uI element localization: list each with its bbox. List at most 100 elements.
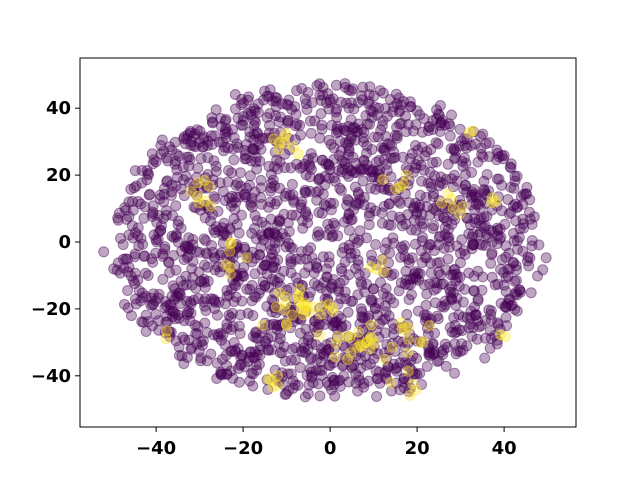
scatter-point xyxy=(203,180,215,192)
scatter-point xyxy=(364,118,376,130)
scatter-point xyxy=(498,266,510,278)
scatter-point xyxy=(254,249,266,260)
scatter-point xyxy=(126,310,137,322)
scatter-point xyxy=(125,183,137,195)
scatter-point xyxy=(238,261,250,273)
scatter-point xyxy=(294,119,306,131)
scatter-point xyxy=(506,300,518,311)
scatter-point xyxy=(351,199,363,211)
scatter-point xyxy=(434,126,446,137)
scatter-point xyxy=(414,215,426,227)
scatter-point xyxy=(148,298,160,310)
scatter-point xyxy=(248,114,260,126)
scatter-point xyxy=(288,316,299,328)
scatter-point xyxy=(454,194,466,206)
scatter-point xyxy=(285,252,297,264)
scatter-point xyxy=(466,243,478,255)
scatter-point xyxy=(248,291,260,302)
scatter-point xyxy=(407,272,419,284)
scatter-point xyxy=(505,162,517,174)
scatter-point xyxy=(524,252,536,264)
scatter-point xyxy=(304,287,316,298)
scatter-point xyxy=(289,134,301,146)
scatter-point xyxy=(327,305,339,317)
scatter-point xyxy=(414,189,426,201)
scatter-point xyxy=(366,296,378,308)
scatter-point xyxy=(185,307,197,319)
scatter-point xyxy=(479,314,491,326)
scatter-point xyxy=(473,321,485,333)
scatter-point xyxy=(414,268,426,280)
scatter-point xyxy=(182,250,194,262)
scatter-point xyxy=(398,382,410,394)
scatter-point xyxy=(276,367,288,379)
scatter-point xyxy=(244,179,255,191)
scatter-point xyxy=(226,197,238,209)
scatter-point xyxy=(480,239,492,251)
scatter-point xyxy=(467,126,479,138)
scatter-point xyxy=(461,312,473,324)
scatter-point xyxy=(472,265,484,277)
scatter-point xyxy=(302,245,314,257)
scatter-point xyxy=(361,232,372,244)
scatter-point xyxy=(112,214,124,226)
scatter-point xyxy=(272,320,284,332)
scatter-point xyxy=(496,205,508,217)
scatter-point xyxy=(500,301,512,313)
scatter-point xyxy=(232,363,244,374)
scatter-point xyxy=(508,228,519,239)
scatter-point xyxy=(282,99,294,111)
scatter-point xyxy=(394,384,406,396)
scatter-point xyxy=(540,252,552,264)
scatter-point xyxy=(457,160,469,172)
scatter-point xyxy=(325,281,337,293)
scatter-point xyxy=(143,189,155,201)
scatter-point xyxy=(231,239,243,250)
scatter-point xyxy=(357,81,369,93)
scatter-point xyxy=(479,187,491,199)
x-axis: −40 −20 0 20 40 xyxy=(136,427,517,459)
scatter-point xyxy=(246,227,258,239)
scatter-point xyxy=(395,214,407,226)
scatter-point xyxy=(294,283,306,295)
scatter-point xyxy=(209,227,221,238)
scatter-point xyxy=(390,363,402,375)
scatter-point xyxy=(439,338,451,350)
scatter-point xyxy=(282,117,294,129)
scatter-point xyxy=(332,283,344,295)
scatter-point xyxy=(194,204,206,216)
scatter-point xyxy=(509,175,521,187)
scatter-point xyxy=(354,339,366,351)
scatter-point xyxy=(150,234,162,245)
scatter-point xyxy=(315,282,327,294)
scatter-point xyxy=(362,312,374,324)
scatter-point xyxy=(484,137,495,149)
scatter-point xyxy=(215,120,227,132)
scatter-point xyxy=(269,287,281,299)
scatter-point xyxy=(162,155,174,167)
scatter-point xyxy=(272,231,284,242)
scatter-point xyxy=(326,353,338,364)
scatter-point xyxy=(229,243,241,255)
scatter-point xyxy=(188,201,200,213)
scatter-point xyxy=(388,358,400,370)
scatter-point xyxy=(209,253,221,265)
scatter-point xyxy=(245,109,257,121)
scatter-point xyxy=(217,261,229,272)
scatter-point xyxy=(321,285,333,297)
scatter-point xyxy=(339,256,351,268)
scatter-point xyxy=(220,349,232,361)
scatter-point xyxy=(470,191,482,203)
scatter-point xyxy=(412,155,424,167)
scatter-point xyxy=(465,318,477,330)
scatter-point xyxy=(445,143,457,155)
scatter-point xyxy=(284,144,296,156)
scatter-point xyxy=(391,132,403,144)
scatter-point xyxy=(136,177,148,189)
scatter-point xyxy=(267,248,278,260)
scatter-point xyxy=(481,210,493,222)
scatter-point xyxy=(475,212,487,224)
scatter-point xyxy=(173,215,184,227)
scatter-point xyxy=(247,310,259,321)
scatter-point xyxy=(250,359,262,371)
